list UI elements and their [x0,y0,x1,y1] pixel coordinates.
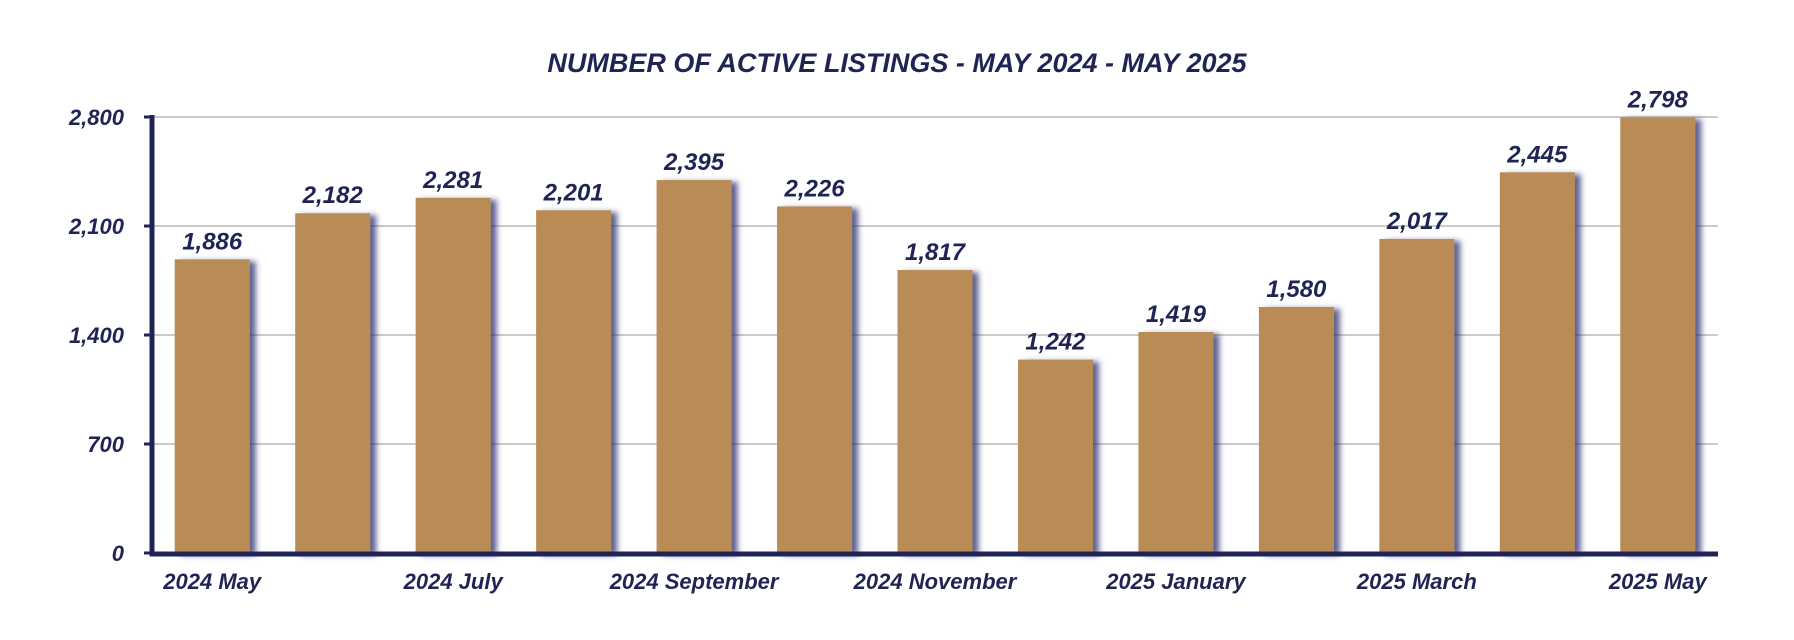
data-label: 2,226 [784,175,846,202]
bar [1379,238,1455,553]
data-labels: 1,886 2,182 2,281 2,201 2,395 2,226 1,817 1,242… [182,86,1688,355]
bar [1499,172,1575,553]
x-axis-tick-labels: 2024 May 2024 July 2024 September 2024 Nove… [162,569,1708,594]
y-tick-label: 0 [112,541,125,566]
data-label: 2,017 [1386,208,1449,235]
data-label: 2,445 [1506,141,1568,168]
bar [415,197,491,553]
y-axis-tick-labels: 0 700 1,400 2,100 2,800 [68,105,125,566]
bar [174,259,250,553]
data-label: 1,817 [905,239,967,266]
bar [1620,117,1696,553]
x-tick-label: 2025 March [1356,569,1477,594]
chart-title: NUMBER OF ACTIVE LISTINGS - MAY 2024 - M… [547,48,1247,78]
data-label: 1,242 [1025,329,1086,356]
data-label: 2,798 [1627,86,1689,113]
x-tick-label: 2024 September [609,569,780,594]
bars [174,117,1696,554]
x-tick-label: 2024 May [162,569,263,594]
x-tick-label: 2024 November [853,569,1018,594]
data-label: 1,580 [1266,276,1327,303]
y-tick-label: 1,400 [69,323,125,348]
bar [536,210,612,553]
bar [897,270,973,553]
data-label: 2,395 [663,149,725,176]
data-label: 2,201 [543,179,604,206]
y-tick-label: 700 [87,432,124,457]
bar [777,206,853,553]
axes [144,115,1718,557]
data-label: 2,182 [302,182,364,209]
y-tick-label: 2,800 [68,105,125,130]
bar [1138,332,1214,553]
y-tick-label: 2,100 [68,214,125,239]
bar [1017,359,1093,553]
bar [656,180,732,554]
x-tick-label: 2025 May [1608,569,1709,594]
bar [295,213,371,553]
x-tick-label: 2025 January [1105,569,1247,594]
data-label: 1,886 [182,228,243,255]
x-tick-label: 2024 July [403,569,505,594]
bar [1258,306,1334,553]
data-label: 1,419 [1146,301,1207,328]
data-label: 2,281 [422,167,483,194]
